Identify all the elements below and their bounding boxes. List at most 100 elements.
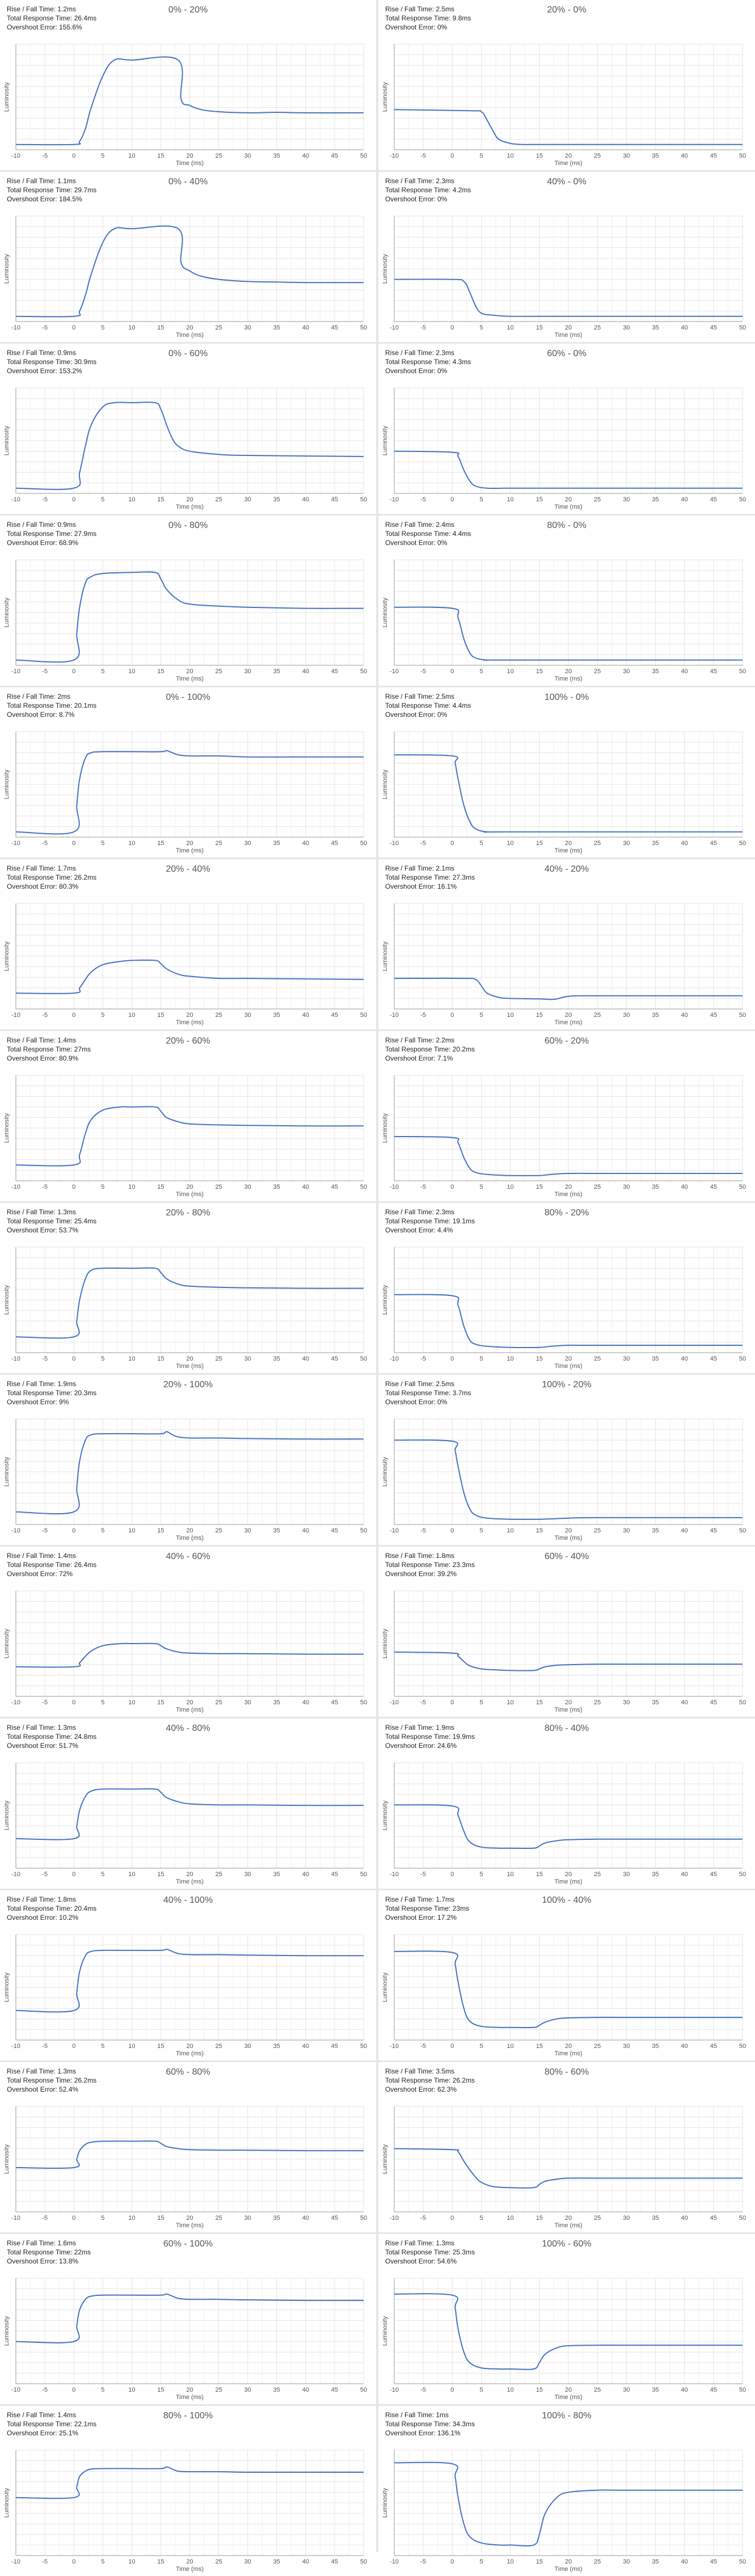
- x-tick-label: 5: [101, 1184, 104, 1190]
- x-tick-label: 10: [507, 2043, 514, 2050]
- x-tick-label: 10: [507, 1871, 514, 1878]
- x-axis-label: Time (ms): [176, 1878, 204, 1885]
- chart-panel: Rise / Fall Time: 1.8ms Total Response Ti…: [0, 1890, 376, 2060]
- x-tick-label: 45: [710, 153, 717, 159]
- x-tick-label: 40: [302, 2387, 309, 2393]
- x-tick-label: 0: [450, 1871, 454, 1878]
- total-response-time-label: Total Response Time: 3.7ms: [385, 1389, 471, 1397]
- rise-fall-time-label: Rise / Fall Time: 1.4ms: [7, 2411, 76, 2419]
- x-tick-label: -5: [42, 2558, 48, 2565]
- x-tick-label: 15: [157, 668, 164, 675]
- x-tick-label: 30: [244, 2215, 251, 2222]
- overshoot-error-label: Overshoot Error: 8.7%: [7, 711, 75, 719]
- x-tick-label: 35: [652, 153, 659, 159]
- rise-fall-time-label: Rise / Fall Time: 1.7ms: [385, 1895, 454, 1903]
- total-response-time-label: Total Response Time: 4.3ms: [385, 358, 471, 366]
- x-tick-label: -10: [11, 1527, 20, 1534]
- row-divider: [0, 170, 755, 172]
- x-tick-label: 40: [302, 2043, 309, 2050]
- x-tick-label: 30: [623, 840, 630, 847]
- x-axis-label: Time (ms): [176, 2394, 204, 2401]
- x-tick-label: -10: [390, 153, 399, 159]
- chart-title: 100% - 80%: [542, 2411, 591, 2421]
- x-tick-label: 35: [273, 1355, 280, 1362]
- series-line: [394, 606, 743, 661]
- x-tick-label: 50: [360, 2043, 367, 2050]
- x-tick-label: 25: [594, 1871, 601, 1878]
- x-tick-label: 20: [186, 1012, 193, 1019]
- x-tick-label: 35: [652, 2558, 659, 2565]
- x-axis-label: Time (ms): [554, 1019, 582, 1026]
- x-tick-label: 40: [681, 324, 688, 331]
- x-tick-label: 50: [360, 1355, 367, 1362]
- x-tick-label: -10: [11, 1699, 20, 1706]
- x-tick-label: 30: [244, 324, 251, 331]
- x-tick-label: -5: [420, 2558, 426, 2565]
- total-response-time-label: Total Response Time: 20.2ms: [385, 1045, 475, 1053]
- x-tick-label: 45: [710, 2215, 717, 2222]
- rise-fall-time-label: Rise / Fall Time: 1.9ms: [385, 1724, 454, 1732]
- total-response-time-label: Total Response Time: 19.1ms: [385, 1217, 475, 1225]
- x-tick-label: 45: [331, 840, 338, 847]
- y-axis-label: Luminosity: [3, 597, 10, 627]
- overshoot-error-label: Overshoot Error: 54.6%: [385, 2257, 457, 2265]
- x-tick-label: 45: [331, 1012, 338, 1019]
- x-tick-label: 45: [331, 1355, 338, 1362]
- x-tick-label: 50: [739, 1527, 746, 1534]
- x-tick-label: 15: [536, 324, 543, 331]
- x-tick-label: 35: [273, 1871, 280, 1878]
- rise-fall-time-label: Rise / Fall Time: 2.2ms: [385, 1036, 454, 1044]
- rise-fall-time-label: Rise / Fall Time: 2.1ms: [385, 864, 454, 872]
- x-tick-label: 5: [101, 2558, 104, 2565]
- line-chart: Rise / Fall Time: 2ms Total Response Time…: [3, 692, 367, 854]
- x-tick-label: 15: [536, 668, 543, 675]
- total-response-time-label: Total Response Time: 20.3ms: [7, 1389, 96, 1397]
- series-line: [15, 1106, 364, 1167]
- x-tick-label: -10: [11, 2215, 20, 2222]
- x-tick-label: 50: [360, 2558, 367, 2565]
- y-axis-label: Luminosity: [3, 769, 10, 799]
- x-axis-label: Time (ms): [176, 1535, 204, 1542]
- y-axis-label: Luminosity: [3, 2488, 10, 2518]
- chart-panel: Rise / Fall Time: 3.5ms Total Response Ti…: [378, 2062, 755, 2232]
- row-divider: [0, 858, 755, 859]
- x-tick-label: 25: [215, 496, 222, 503]
- x-tick-label: 10: [128, 1355, 135, 1362]
- x-tick-label: 50: [739, 2558, 746, 2565]
- x-tick-label: -5: [420, 2387, 426, 2393]
- x-tick-label: 20: [186, 2387, 193, 2393]
- chart-panel: Rise / Fall Time: 1.3ms Total Response Ti…: [0, 1203, 376, 1373]
- chart-title: 20% - 100%: [163, 1380, 213, 1390]
- x-tick-label: 40: [681, 2043, 688, 2050]
- overshoot-error-label: Overshoot Error: 24.6%: [385, 1742, 457, 1750]
- x-tick-label: -5: [42, 2215, 48, 2222]
- series-line: [394, 2148, 743, 2189]
- series-line: [394, 1804, 743, 1849]
- x-tick-label: 40: [302, 1355, 309, 1362]
- x-axis-label: Time (ms): [554, 1191, 582, 1198]
- x-axis-label: Time (ms): [176, 1019, 204, 1026]
- chart-panel: Rise / Fall Time: 2.1ms Total Response Ti…: [378, 859, 755, 1029]
- rise-fall-time-label: Rise / Fall Time: 2ms: [7, 692, 70, 700]
- y-axis-label: Luminosity: [3, 1628, 10, 1658]
- chart-panel: Rise / Fall Time: 1.3ms Total Response Ti…: [378, 2234, 755, 2404]
- overshoot-error-label: Overshoot Error: 13.8%: [7, 2257, 78, 2265]
- x-tick-label: -10: [11, 2558, 20, 2565]
- x-tick-label: 0: [72, 1871, 75, 1878]
- x-tick-label: 50: [739, 2387, 746, 2393]
- x-tick-label: 50: [360, 1012, 367, 1019]
- x-tick-label: 25: [594, 153, 601, 159]
- y-axis-label: Luminosity: [382, 1456, 389, 1487]
- overshoot-error-label: Overshoot Error: 39.2%: [385, 1570, 457, 1578]
- x-tick-label: 45: [331, 668, 338, 675]
- x-axis-label: Time (ms): [176, 1363, 204, 1370]
- chart-panel: Rise / Fall Time: 2ms Total Response Time…: [0, 687, 376, 858]
- x-tick-label: 40: [681, 1699, 688, 1706]
- x-tick-label: 0: [72, 153, 75, 159]
- x-tick-label: 40: [681, 153, 688, 159]
- x-tick-label: 35: [652, 324, 659, 331]
